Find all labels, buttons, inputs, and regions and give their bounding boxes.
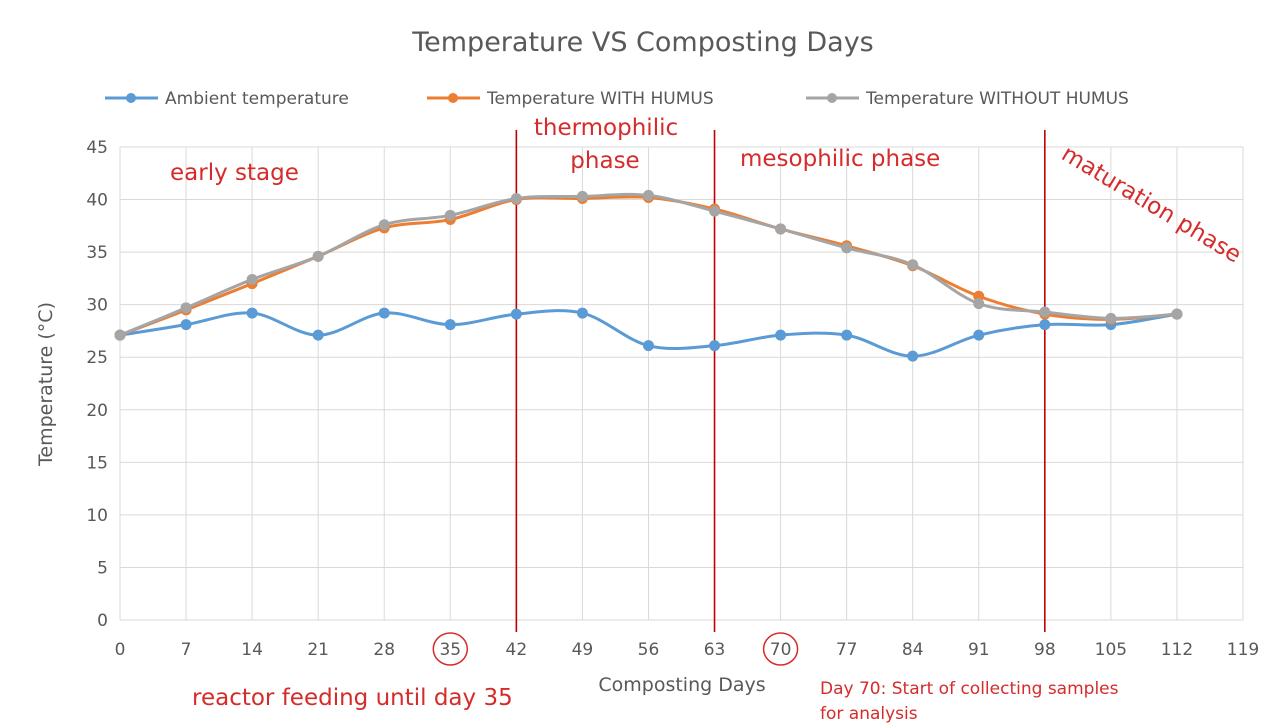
x-tick-label: 21 <box>307 640 329 660</box>
x-tick-label: 56 <box>638 640 660 660</box>
data-point-ambient <box>973 329 985 341</box>
y-tick-label: 30 <box>86 296 108 316</box>
x-tick-label: 42 <box>506 640 528 660</box>
annotation-mesophilic: mesophilic phase <box>740 146 940 172</box>
annotation-reactor-feeding: reactor feeding until day 35 <box>192 685 513 711</box>
data-point-without-humus <box>1039 306 1051 318</box>
x-tick-label: 28 <box>373 640 395 660</box>
data-point-ambient <box>246 307 258 319</box>
annotation-thermophilic-line2: phase <box>570 148 639 174</box>
data-point-without-humus <box>907 259 919 271</box>
legend-marker-without-humus <box>827 93 837 103</box>
data-point-ambient <box>709 340 721 352</box>
tick-circle-70 <box>762 632 799 666</box>
y-tick-label: 25 <box>86 348 108 368</box>
y-axis-ticks: 0 5 10 15 20 25 30 35 40 45 <box>86 138 108 631</box>
plot-grid <box>119 146 1244 621</box>
legend-item-with-humus: Temperature WITH HUMUS <box>427 89 714 109</box>
legend: Ambient temperature Temperature WITH HUM… <box>105 89 1129 109</box>
data-point-without-humus <box>378 219 390 231</box>
y-tick-label: 40 <box>86 191 108 211</box>
legend-label-with-humus: Temperature WITH HUMUS <box>486 89 714 109</box>
data-point-without-humus <box>841 242 853 254</box>
annotation-day70-line1: Day 70: Start of collecting samples <box>820 679 1119 699</box>
legend-item-ambient: Ambient temperature <box>105 89 349 109</box>
data-point-ambient <box>510 308 522 320</box>
x-tick-label: 77 <box>836 640 858 660</box>
x-tick-label: 119 <box>1227 640 1259 660</box>
data-point-without-humus <box>180 302 192 314</box>
legend-marker-ambient <box>126 93 136 103</box>
circled-ticks <box>432 632 799 666</box>
series-markers <box>114 189 1183 362</box>
data-point-ambient <box>775 329 787 341</box>
data-point-without-humus <box>246 273 258 285</box>
data-point-ambient <box>312 329 324 341</box>
tick-circle-35 <box>432 632 469 666</box>
data-point-without-humus <box>312 250 324 262</box>
x-tick-label: 35 <box>439 640 461 660</box>
data-point-without-humus <box>576 190 588 202</box>
data-point-without-humus <box>1171 308 1183 320</box>
x-axis-ticks: 0 7 14 21 28 35 42 49 56 63 70 77 84 91 98 105 112 119 <box>115 640 1260 660</box>
data-point-ambient <box>1039 319 1051 331</box>
data-point-ambient <box>841 329 853 341</box>
data-point-without-humus <box>709 205 721 217</box>
legend-label-without-humus: Temperature WITHOUT HUMUS <box>865 89 1129 109</box>
y-axis-label: Temperature (°C) <box>35 302 57 467</box>
data-point-ambient <box>378 307 390 319</box>
y-tick-label: 0 <box>97 611 108 631</box>
x-tick-label: 49 <box>572 640 594 660</box>
data-point-without-humus <box>775 223 787 235</box>
x-tick-label: 63 <box>704 640 726 660</box>
y-tick-label: 15 <box>86 453 108 473</box>
annotation-early-stage: early stage <box>170 160 299 186</box>
y-tick-label: 35 <box>86 243 108 263</box>
chart-title: Temperature VS Composting Days <box>411 27 874 58</box>
x-tick-label: 70 <box>770 640 792 660</box>
annotation-thermophilic-line1: thermophilic <box>534 115 678 141</box>
data-point-ambient <box>642 340 654 352</box>
x-tick-label: 7 <box>181 640 192 660</box>
x-tick-label: 84 <box>902 640 924 660</box>
data-point-without-humus <box>114 329 126 341</box>
data-point-without-humus <box>444 209 456 221</box>
data-point-without-humus <box>642 189 654 201</box>
data-point-ambient <box>576 307 588 319</box>
legend-label-ambient: Ambient temperature <box>165 89 349 109</box>
data-point-without-humus <box>973 298 985 310</box>
legend-item-without-humus: Temperature WITHOUT HUMUS <box>806 89 1129 109</box>
y-tick-label: 20 <box>86 401 108 421</box>
x-tick-label: 14 <box>241 640 263 660</box>
data-point-ambient <box>444 319 456 331</box>
data-point-without-humus <box>510 193 522 205</box>
y-tick-label: 5 <box>97 558 108 578</box>
x-tick-label: 0 <box>115 640 126 660</box>
data-point-ambient <box>907 350 919 362</box>
x-tick-label: 105 <box>1095 640 1127 660</box>
x-axis-label: Composting Days <box>598 674 765 696</box>
legend-marker-with-humus <box>448 93 458 103</box>
x-tick-label: 112 <box>1161 640 1193 660</box>
y-tick-label: 45 <box>86 138 108 158</box>
data-point-without-humus <box>1105 312 1117 324</box>
x-tick-label: 91 <box>968 640 990 660</box>
data-point-ambient <box>180 319 192 331</box>
y-tick-label: 10 <box>86 506 108 526</box>
annotation-day70-line2: for analysis <box>820 704 918 724</box>
x-tick-label: 98 <box>1034 640 1056 660</box>
